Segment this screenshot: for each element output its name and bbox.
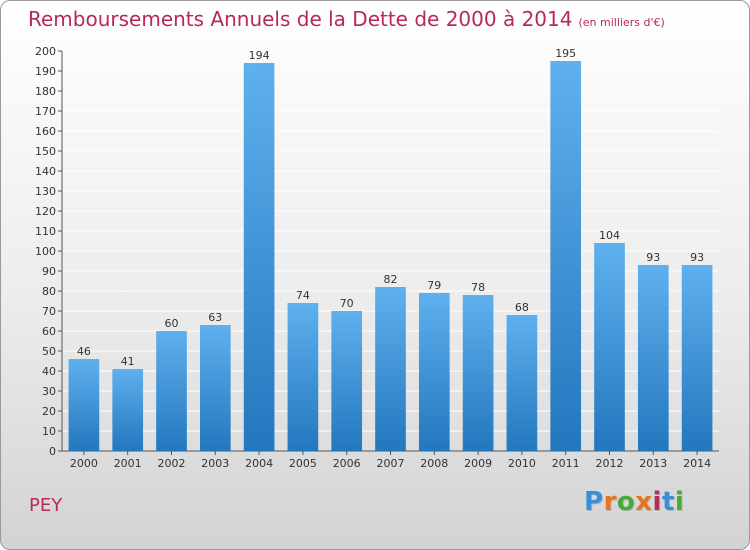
- bar-2001: [112, 369, 144, 451]
- y-tick-label: 170: [35, 105, 56, 118]
- y-tick-label: 80: [42, 285, 56, 298]
- data-label-2001: 41: [121, 355, 135, 368]
- bar-2007: [375, 287, 406, 451]
- x-tick-label-2008: 2008: [420, 457, 448, 470]
- data-label-2014: 93: [690, 251, 704, 264]
- y-tick-label: 110: [35, 225, 56, 238]
- y-tick-label: 10: [42, 425, 56, 438]
- bar-chart: 0 10 20 30 40 50 60 70 80 90 100 110 120 130 140 150 160…: [35, 45, 719, 470]
- data-label-2013: 93: [646, 251, 660, 264]
- x-tick-label-2002: 2002: [158, 457, 186, 470]
- x-tick-label-2005: 2005: [289, 457, 317, 470]
- bar-2009: [462, 295, 494, 451]
- y-tick-label: 0: [49, 445, 56, 458]
- bar-2006: [331, 311, 363, 451]
- x-tick-label-2003: 2003: [201, 457, 229, 470]
- bar-2000: [68, 359, 100, 451]
- y-tick-label: 60: [42, 325, 56, 338]
- y-tick-label: 130: [35, 185, 56, 198]
- x-tick-label-2006: 2006: [333, 457, 361, 470]
- bar-2004: [243, 63, 275, 451]
- y-tick-label: 190: [35, 65, 56, 78]
- data-label-2005: 74: [296, 289, 310, 302]
- data-label-2007: 82: [384, 273, 398, 286]
- logo-letter: i: [652, 487, 662, 517]
- bar-2010: [506, 315, 538, 451]
- x-tick-label-2014: 2014: [683, 457, 711, 470]
- proxiti-logo[interactable]: Proxiti: [584, 487, 684, 517]
- bar-2003: [199, 325, 231, 451]
- commune-name: PEY: [29, 495, 63, 516]
- logo-letter: o: [616, 487, 636, 517]
- bar-2002: [156, 331, 187, 451]
- y-tick-label: 70: [42, 305, 56, 318]
- data-label-2002: 60: [165, 317, 179, 330]
- x-tick-label-2012: 2012: [596, 457, 624, 470]
- y-tick-label: 140: [35, 165, 56, 178]
- bar-2012: [594, 243, 625, 451]
- data-label-2011: 195: [555, 47, 576, 60]
- bar-2008: [418, 293, 450, 451]
- data-labels: 46 41 60 63 194 74 70 82 79 78 68 195 104 93 93: [77, 47, 704, 368]
- y-tick-label: 120: [35, 205, 56, 218]
- y-tick-label: 180: [35, 85, 56, 98]
- chart-unit: (en milliers d'€): [578, 16, 665, 29]
- data-label-2012: 104: [599, 229, 620, 242]
- y-tick-label: 30: [42, 385, 56, 398]
- data-label-2003: 63: [208, 311, 222, 324]
- bar-2011: [550, 61, 582, 451]
- y-tick-label: 150: [35, 145, 56, 158]
- x-tick-label-2001: 2001: [114, 457, 142, 470]
- y-tick-label: 20: [42, 405, 56, 418]
- chart-title: Remboursements Annuels de la Dette de 20…: [28, 7, 665, 31]
- data-label-2006: 70: [340, 297, 354, 310]
- logo-letter: t: [661, 487, 675, 517]
- logo-letter: r: [603, 487, 617, 517]
- y-tick-label: 50: [42, 345, 56, 358]
- y-tick-label: 200: [35, 45, 56, 58]
- data-label-2004: 194: [249, 49, 270, 62]
- x-tick-label-2000: 2000: [70, 457, 98, 470]
- data-label-2009: 78: [471, 281, 485, 294]
- x-tick-label-2007: 2007: [377, 457, 405, 470]
- x-tick-label-2011: 2011: [552, 457, 580, 470]
- bar-2005: [287, 303, 319, 451]
- logo-letter: i: [674, 487, 685, 517]
- y-tick-label: 90: [42, 265, 56, 278]
- x-tick-label-2013: 2013: [639, 457, 667, 470]
- bar-2014: [681, 265, 713, 451]
- x-tick-label-2004: 2004: [245, 457, 273, 470]
- y-tick-label: 40: [42, 365, 56, 378]
- axes: 0 10 20 30 40 50 60 70 80 90 100 110 120 130 140 150 160…: [35, 45, 719, 470]
- data-label-2008: 79: [427, 279, 441, 292]
- bars: [68, 61, 713, 451]
- x-tick-label-2010: 2010: [508, 457, 536, 470]
- x-tick-label-2009: 2009: [464, 457, 492, 470]
- y-tick-label: 160: [35, 125, 56, 138]
- y-tick-label: 100: [35, 245, 56, 258]
- data-label-2000: 46: [77, 345, 91, 358]
- chart-title-text: Remboursements Annuels de la Dette de 20…: [28, 7, 573, 31]
- bar-2013: [637, 265, 669, 451]
- logo-letter: P: [584, 487, 604, 517]
- data-label-2010: 68: [515, 301, 529, 314]
- logo-letter: x: [635, 487, 653, 517]
